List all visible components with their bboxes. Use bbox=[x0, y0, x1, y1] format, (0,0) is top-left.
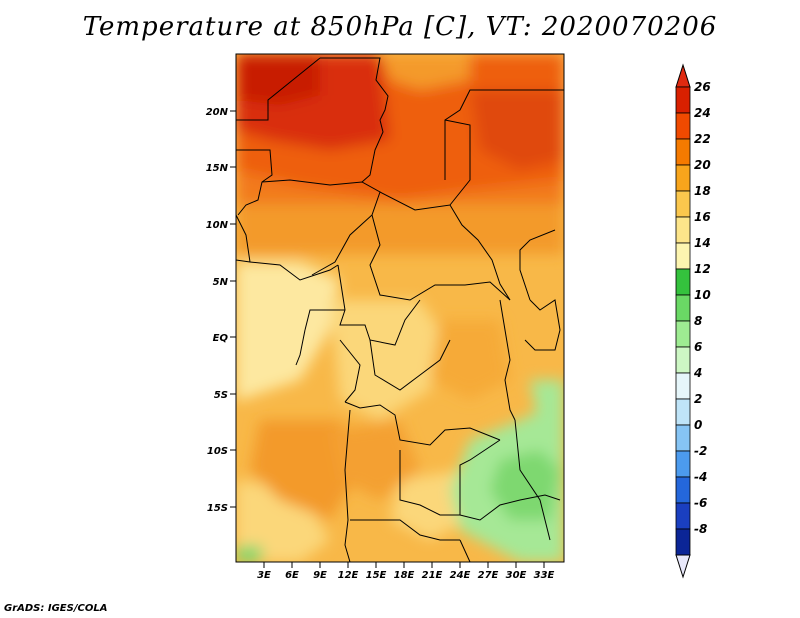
colorbar-band bbox=[675, 424, 691, 452]
colorbar-band bbox=[675, 398, 691, 426]
colorbar-labels: 26 24 22 20 18 16 14 12 10 8 6 4 2 0 -2 … bbox=[693, 80, 711, 536]
colorbar-label-8: 8 bbox=[694, 314, 702, 328]
colorbar-label-12: 12 bbox=[694, 262, 711, 276]
colorbar-label-2: 2 bbox=[694, 392, 702, 406]
country-borders bbox=[236, 57, 564, 562]
lat-label-10s: 10S bbox=[207, 446, 228, 457]
lon-label-33e: 33E bbox=[534, 570, 555, 581]
lat-label-20n: 20N bbox=[206, 107, 229, 118]
colorbar-band bbox=[675, 528, 691, 556]
lon-label-24e: 24E bbox=[450, 570, 471, 581]
lon-label-27e: 27E bbox=[478, 570, 499, 581]
lon-label-9e: 9E bbox=[313, 570, 327, 581]
colorbar-band bbox=[675, 346, 691, 374]
colorbar-band bbox=[675, 86, 691, 114]
colorbar-label-14: 14 bbox=[694, 236, 711, 250]
lon-label-6e: 6E bbox=[285, 570, 299, 581]
lat-label-15s: 15S bbox=[207, 503, 228, 514]
colorbar-band bbox=[675, 190, 691, 218]
colorbar-band bbox=[675, 294, 691, 322]
lat-label-10n: 10N bbox=[206, 220, 229, 231]
lon-label-3e: 3E bbox=[257, 570, 271, 581]
colorbar-label-26: 26 bbox=[694, 80, 711, 94]
lat-label-5s: 5S bbox=[214, 390, 228, 401]
colorbar-label-neg8: -8 bbox=[694, 522, 707, 536]
map-frame bbox=[235, 53, 565, 563]
lat-label-15n: 15N bbox=[206, 163, 229, 174]
lon-label-12e: 12E bbox=[338, 570, 359, 581]
colorbar-min-arrow bbox=[675, 554, 691, 579]
colorbar-label-20: 20 bbox=[694, 158, 711, 172]
colorbar-label-18: 18 bbox=[694, 184, 711, 198]
lat-label-eq: EQ bbox=[213, 333, 229, 344]
colorbar-label-4: 4 bbox=[693, 366, 702, 380]
colorbar-label-6: 6 bbox=[694, 340, 702, 354]
colorbar-label-24: 24 bbox=[694, 106, 711, 120]
colorbar-band bbox=[675, 164, 691, 192]
colorbar-label-10: 10 bbox=[694, 288, 711, 302]
colorbar-band bbox=[675, 450, 691, 478]
colorbar-band bbox=[675, 138, 691, 166]
colorbar bbox=[675, 63, 691, 579]
longitude-axis bbox=[263, 562, 545, 568]
lat-label-5n: 5N bbox=[213, 277, 229, 288]
colorbar-band bbox=[675, 476, 691, 504]
colorbar-band bbox=[675, 268, 691, 296]
colorbar-band bbox=[675, 502, 691, 530]
latitude-axis bbox=[230, 110, 236, 508]
colorbar-label-0: 0 bbox=[694, 418, 702, 432]
lon-label-30e: 30E bbox=[506, 570, 527, 581]
colorbar-band bbox=[675, 320, 691, 348]
colorbar-label-22: 22 bbox=[694, 132, 711, 146]
colorbar-label-neg2: -2 bbox=[694, 444, 707, 458]
colorbar-label-neg6: -6 bbox=[694, 496, 707, 510]
lon-label-18e: 18E bbox=[394, 570, 415, 581]
lon-label-15e: 15E bbox=[366, 570, 387, 581]
colorbar-max-arrow bbox=[675, 63, 691, 88]
colorbar-label-neg4: -4 bbox=[694, 470, 707, 484]
colorbar-band bbox=[675, 242, 691, 270]
temperature-field bbox=[236, 54, 564, 562]
colorbar-band bbox=[675, 112, 691, 140]
colorbar-band bbox=[675, 216, 691, 244]
chart-title: Temperature at 850hPa [C], VT: 202007020… bbox=[82, 12, 718, 42]
colorbar-label-16: 16 bbox=[694, 210, 711, 224]
credit-text: GrADS: IGES/COLA bbox=[4, 603, 108, 614]
colorbar-band bbox=[675, 372, 691, 400]
lon-label-21e: 21E bbox=[422, 570, 443, 581]
